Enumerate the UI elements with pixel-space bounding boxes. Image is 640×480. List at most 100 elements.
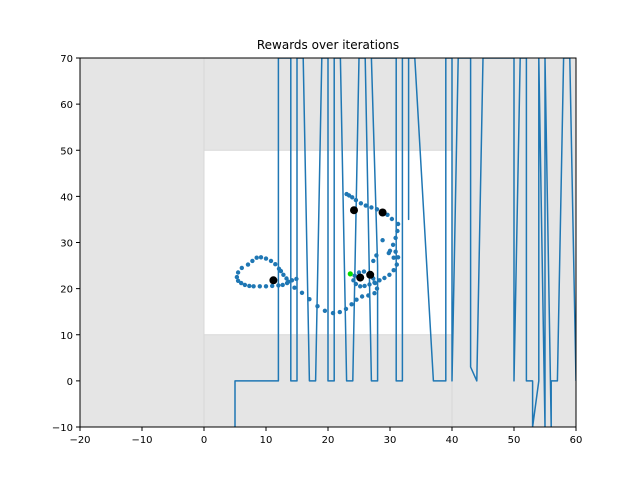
point-s1-58 [250, 258, 255, 264]
point-s1-40 [343, 306, 349, 312]
y-tick-label-1: 0 [67, 377, 73, 388]
point-s1-27 [351, 278, 356, 283]
point-s1-42 [330, 310, 336, 316]
y-tick-label-8: 70 [60, 54, 73, 65]
point-s1-71 [276, 283, 281, 288]
point-s1-75 [294, 276, 299, 282]
point-s2-2 [269, 276, 278, 285]
point-s1-78 [391, 255, 396, 260]
point-s1-44 [315, 304, 320, 309]
point-s1-59 [245, 262, 251, 267]
point-s3-0 [347, 271, 353, 277]
point-s1-17 [394, 262, 399, 267]
point-s1-30 [361, 269, 367, 274]
point-s1-46 [299, 290, 305, 295]
point-s1-56 [258, 255, 264, 260]
point-s1-3 [353, 197, 359, 203]
plot-area [80, 58, 576, 427]
y-tick-label-4: 30 [60, 239, 73, 250]
x-tick-label-5: 30 [384, 435, 397, 446]
point-s1-29 [356, 270, 362, 275]
point-s1-10 [389, 216, 395, 222]
point-s1-49 [284, 276, 289, 281]
y-tick-label-3: 20 [60, 285, 73, 296]
point-s1-39 [349, 302, 354, 307]
point-s1-19 [387, 272, 392, 277]
point-s1-21 [377, 278, 382, 283]
point-s1-45 [307, 297, 312, 302]
point-s1-72 [280, 282, 285, 288]
point-s1-52 [276, 266, 282, 271]
x-tick-label-0: −20 [69, 435, 90, 446]
point-s1-5 [363, 203, 368, 208]
y-tick-label-7: 60 [60, 100, 73, 111]
point-s1-4 [358, 201, 364, 206]
point-s1-12 [395, 228, 400, 234]
point-s1-13 [393, 235, 398, 241]
point-s1-36 [366, 293, 371, 298]
point-s1-81 [371, 258, 376, 264]
point-s1-76 [380, 238, 385, 243]
point-s1-64 [239, 280, 244, 286]
chart-title: Rewards over iterations [257, 38, 399, 52]
point-s1-54 [268, 258, 274, 264]
point-s1-66 [247, 283, 252, 289]
x-tick-label-7: 50 [508, 435, 521, 446]
point-s1-28 [352, 273, 357, 278]
point-s1-50 [281, 272, 286, 277]
point-s2-1 [378, 208, 387, 217]
x-tick-label-6: 40 [446, 435, 459, 446]
point-s1-6 [369, 205, 374, 210]
point-s1-11 [395, 221, 401, 227]
series-line-0 [234, 58, 576, 427]
point-s1-60 [239, 265, 244, 271]
point-s1-25 [358, 284, 363, 289]
point-s1-38 [354, 297, 359, 302]
y-tick-label-2: 10 [60, 331, 73, 342]
point-s1-41 [337, 309, 342, 315]
point-s1-55 [263, 256, 269, 261]
point-s2-4 [366, 270, 375, 279]
point-s1-65 [242, 282, 248, 288]
point-s1-63 [235, 278, 241, 283]
x-tick-label-1: −10 [131, 435, 152, 446]
point-s2-3 [356, 273, 365, 282]
point-s1-24 [362, 283, 367, 289]
point-s1-35 [372, 291, 377, 296]
point-s1-20 [382, 275, 387, 281]
point-s1-62 [234, 274, 240, 280]
point-s1-34 [374, 286, 380, 291]
x-tick-label-3: 10 [260, 435, 273, 446]
point-s1-47 [292, 285, 297, 290]
point-s1-67 [251, 284, 256, 289]
y-tick-label-5: 40 [60, 192, 73, 203]
point-s1-2 [350, 195, 355, 200]
point-s1-37 [359, 294, 365, 299]
x-tick-label-2: 0 [201, 435, 207, 446]
x-tick-label-8: 60 [570, 435, 583, 446]
y-tick-label-6: 50 [60, 146, 73, 157]
point-s1-57 [254, 255, 259, 260]
point-s1-68 [257, 284, 262, 289]
point-s1-14 [390, 242, 396, 247]
point-s2-0 [350, 206, 358, 215]
point-s1-33 [372, 280, 378, 286]
point-s1-7 [374, 207, 380, 212]
point-s1-26 [353, 281, 359, 287]
point-s1-16 [395, 255, 401, 260]
point-s1-79 [386, 250, 391, 256]
point-s1-73 [284, 280, 290, 286]
x-tick-label-4: 20 [322, 435, 335, 446]
point-s1-43 [322, 308, 328, 313]
point-s1-80 [374, 253, 379, 258]
y-tick-label-0: −10 [52, 423, 73, 434]
point-s1-15 [393, 249, 398, 254]
point-s1-61 [235, 270, 241, 275]
point-s1-69 [263, 284, 269, 289]
point-s1-18 [391, 268, 396, 273]
point-s1-74 [289, 278, 295, 283]
point-s1-53 [273, 262, 278, 267]
point-s1-70 [270, 283, 275, 289]
